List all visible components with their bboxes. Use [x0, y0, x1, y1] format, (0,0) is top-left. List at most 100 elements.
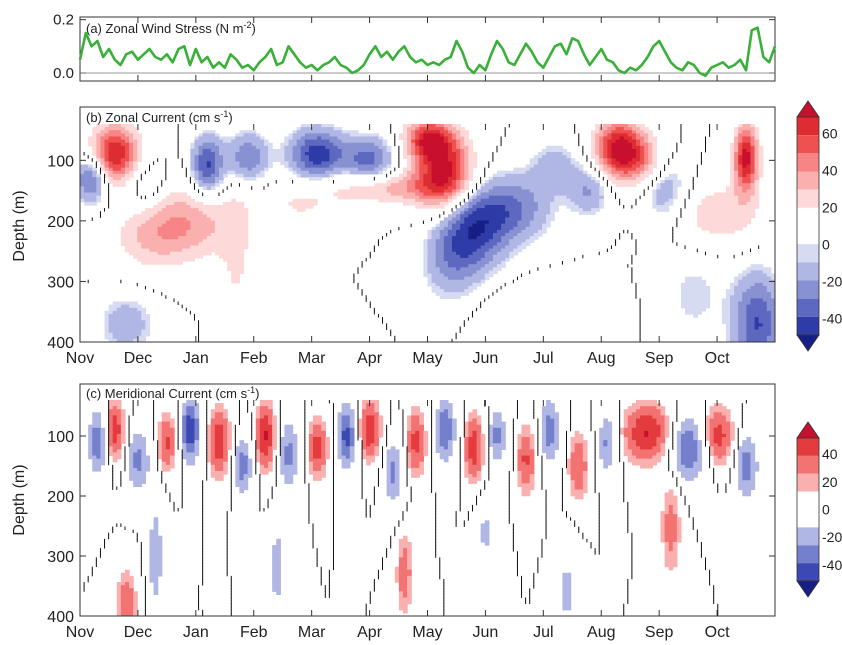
- heatmap-cell: [435, 145, 441, 150]
- heatmap-cell: [116, 446, 122, 450]
- heatmap-cell: [721, 229, 727, 234]
- heatmap-cell: [480, 189, 486, 194]
- heatmap-cell: [108, 148, 114, 153]
- heatmap-cell: [243, 214, 249, 219]
- heatmap-cell: [194, 180, 200, 184]
- heatmap-cell: [456, 264, 461, 268]
- heatmap-cell: [194, 204, 200, 209]
- heatmap-cell: [370, 133, 375, 138]
- heatmap-cell: [431, 167, 437, 172]
- heatmap-cell: [468, 176, 474, 181]
- heatmap-cell: [129, 301, 134, 306]
- heatmap-cell: [120, 582, 126, 586]
- heatmap-cell: [742, 211, 747, 215]
- heatmap-cell: [546, 198, 551, 203]
- heatmap-cell: [402, 201, 408, 206]
- heatmap-cell: [460, 282, 465, 287]
- heatmap-cell: [558, 201, 564, 206]
- heatmap-cell: [116, 142, 122, 147]
- heatmap-cell: [754, 170, 760, 175]
- heatmap-cell: [456, 254, 461, 259]
- heatmap-cell: [92, 142, 97, 147]
- heatmap-cell: [108, 317, 114, 321]
- heatmap-cell: [378, 155, 384, 159]
- heatmap-cell: [750, 329, 756, 334]
- heatmap-cell: [750, 279, 756, 284]
- heatmap-cell: [149, 548, 155, 552]
- heatmap-cell: [214, 136, 220, 141]
- heatmap-cell: [349, 195, 355, 200]
- heatmap-cell: [92, 198, 97, 203]
- heatmap-cell: [133, 148, 138, 153]
- heatmap-cell: [386, 186, 392, 190]
- heatmap-cell: [738, 148, 743, 153]
- heatmap-cell: [194, 211, 200, 215]
- heatmap-cell: [750, 301, 756, 306]
- heatmap-cell: [607, 139, 613, 144]
- heatmap-cell: [738, 208, 743, 212]
- heatmap-cell: [374, 161, 380, 166]
- heatmap-cell: [165, 245, 171, 250]
- heatmap-cell: [456, 180, 461, 184]
- heatmap-cell: [133, 139, 138, 144]
- heatmap-cell: [480, 192, 486, 197]
- heatmap-cell: [116, 403, 122, 407]
- heatmap-cell: [754, 317, 760, 321]
- heatmap-cell: [263, 164, 269, 169]
- heatmap-cell: [96, 452, 102, 457]
- heatmap-cell: [484, 201, 490, 206]
- heatmap-cell: [492, 201, 498, 206]
- heatmap-cell: [750, 195, 756, 200]
- heatmap-cell: [161, 257, 167, 262]
- heatmap-cell: [570, 176, 576, 181]
- heatmap-cell: [411, 152, 416, 156]
- heatmap-cell: [333, 152, 339, 156]
- heatmap-cell: [145, 236, 151, 240]
- heatmap-cell: [304, 204, 310, 209]
- heatmap-cell: [456, 295, 461, 299]
- heatmap-cell: [157, 229, 163, 234]
- heatmap-cell: [672, 176, 678, 181]
- heatmap-cell: [268, 164, 273, 169]
- heatmap-cell: [402, 180, 408, 184]
- heatmap-cell: [300, 158, 306, 162]
- heatmap-cell: [116, 317, 122, 321]
- heatmap-cell: [292, 158, 298, 162]
- heatmap-cell: [313, 133, 318, 138]
- heatmap-cell: [133, 133, 138, 138]
- heatmap-cell: [546, 208, 551, 212]
- heatmap-cell: [227, 211, 232, 215]
- heatmap-cell: [227, 264, 232, 268]
- heatmap-cell: [713, 208, 719, 212]
- heatmap-cell: [304, 173, 310, 178]
- heatmap-cell: [721, 208, 727, 212]
- heatmap-cell: [431, 139, 437, 144]
- heatmap-cell: [214, 204, 220, 209]
- heatmap-cell: [407, 183, 412, 187]
- heatmap-cell: [607, 145, 613, 150]
- heatmap-cell: [124, 145, 130, 150]
- heatmap-cell: [210, 158, 216, 162]
- heatmap-cell: [116, 418, 122, 423]
- heatmap-cell: [411, 142, 416, 147]
- heatmap-cell: [734, 148, 739, 153]
- heatmap-cell: [120, 421, 126, 426]
- heatmap-cell: [586, 183, 592, 187]
- heatmap-cell: [640, 124, 645, 128]
- heatmap-cell: [247, 161, 253, 166]
- heatmap-cell: [108, 433, 114, 438]
- heatmap-cell: [190, 161, 196, 166]
- heatmap-cell: [92, 433, 97, 438]
- heatmap-cell: [754, 270, 760, 275]
- heatmap-cell: [202, 170, 208, 175]
- heatmap-cell: [124, 152, 130, 156]
- heatmap-cell: [734, 127, 739, 131]
- heatmap-cell: [104, 320, 110, 324]
- heatmap-cell: [296, 148, 302, 153]
- heatmap-cell: [366, 142, 371, 147]
- heatmap-cell: [247, 148, 253, 153]
- heatmap-cell: [472, 261, 478, 265]
- heatmap-cell: [517, 223, 523, 228]
- heatmap-cell: [513, 242, 519, 247]
- heatmap-cell: [124, 173, 130, 178]
